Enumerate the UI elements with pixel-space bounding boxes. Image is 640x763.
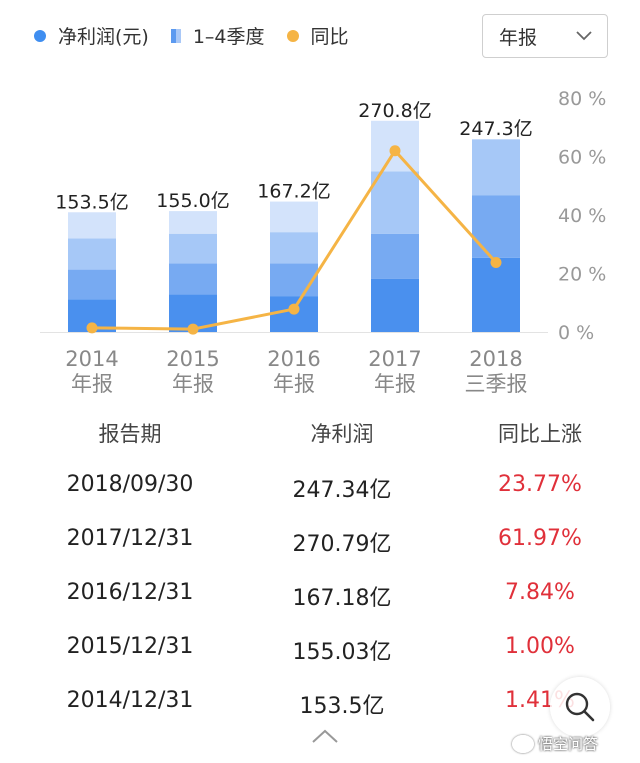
bar-segment-q3 [472,139,520,196]
net-profit-dot-icon [34,29,46,42]
y-tick-label: 0 % [558,322,594,344]
period-select-value: 年报 [499,26,538,49]
bar-segment-q3 [68,238,116,270]
y-tick-label: 40 % [558,205,606,227]
bar-segment-q4 [169,211,217,234]
chevron-up-icon[interactable] [310,726,340,746]
x-tick-label-year: 2015 [166,347,219,371]
yoy-dot-icon [286,29,299,42]
bar-segment-q2 [472,195,520,258]
table-row: 2018/09/30 247.34亿 23.77% [0,472,640,526]
x-tick-label-type: 年报 [273,372,315,396]
row-yoy: 23.77% [498,472,582,497]
yoy-point [490,256,502,268]
yoy-point [187,323,199,335]
y-tick-label: 80 % [558,88,606,110]
x-tick-label-type: 年报 [374,372,416,396]
watermark: 悟空问答 [512,733,598,754]
zoom-button[interactable] [550,677,610,737]
x-tick-label-year: 2016 [267,347,320,371]
header-net-profit: 净利润 [310,422,374,446]
legend-item-net-profit[interactable]: 净利润(元) [34,22,149,49]
row-yoy: 7.84% [505,580,575,605]
row-net-profit: 153.5亿 [299,694,385,719]
row-yoy: 1.00% [505,634,575,659]
x-tick-label-year: 2018 [469,347,522,371]
row-yoy: 61.97% [498,526,582,551]
bar-total-label: 153.5亿 [55,191,128,213]
row-period: 2018/09/30 [66,472,194,497]
bar-segment-q4 [270,201,318,233]
x-tick-label-year: 2017 [368,347,421,371]
y-tick-label: 60 % [558,147,606,169]
bar-segment-q3 [270,232,318,264]
bar-segment-q1 [371,278,419,332]
legend-net-profit-label: 净利润(元) [58,26,149,48]
chart-legend: 净利润(元) 1–4季度 同比 [34,22,371,49]
yoy-point [288,303,300,315]
table-row: 2017/12/31 270.79亿 61.97% [0,526,640,580]
legend-yoy-label: 同比 [310,26,349,48]
period-select[interactable]: 年报 [482,14,608,58]
search-icon [565,692,595,722]
legend-item-quarters[interactable]: 1–4季度 [170,22,265,49]
bar-segment-q2 [68,269,116,300]
y-tick-label: 20 % [558,264,606,286]
bar-segment-q3 [371,171,419,234]
table-row: 2016/12/31 167.18亿 7.84% [0,580,640,634]
legend-item-yoy[interactable]: 同比 [286,22,349,49]
row-net-profit: 155.03亿 [292,640,392,665]
yoy-point [86,322,98,334]
row-net-profit: 247.34亿 [292,478,392,503]
net-profit-chart: 0 %20 %40 %60 %80 %153.5亿2014年报155.0亿201… [40,88,606,396]
bar-total-label: 270.8亿 [358,100,431,122]
bar-total-label: 167.2亿 [257,181,330,203]
row-period: 2017/12/31 [66,526,194,551]
bar-total-label: 247.3亿 [459,118,532,140]
row-net-profit: 167.18亿 [292,586,392,611]
bar-total-label: 155.0亿 [156,190,229,212]
x-tick-label-year: 2014 [65,347,118,371]
quarters-swatch-icon [170,28,181,43]
bar-segment-q2 [169,263,217,295]
row-period: 2015/12/31 [66,634,194,659]
bar-segment-q2 [371,233,419,279]
watermark-text: 悟空问答 [538,735,599,753]
x-tick-label-type: 年报 [172,372,214,396]
row-period: 2014/12/31 [66,688,194,713]
bar-segment-q1 [472,257,520,332]
chevron-down-icon [576,31,592,41]
bar-segment-q2 [270,263,318,297]
x-tick-label-type: 年报 [71,372,113,396]
bar-segment-q3 [169,233,217,264]
table-row: 2015/12/31 155.03亿 1.00% [0,634,640,688]
header-period: 报告期 [98,422,162,446]
row-period: 2016/12/31 [66,580,194,605]
legend-quarters-label: 1–4季度 [192,26,265,48]
row-net-profit: 270.79亿 [292,532,392,557]
yoy-point [389,145,401,157]
watermark-logo-icon [512,734,534,753]
x-tick-label-type: 三季报 [465,372,528,396]
header-yoy: 同比上涨 [498,422,582,446]
bar-segment-q4 [68,212,116,239]
